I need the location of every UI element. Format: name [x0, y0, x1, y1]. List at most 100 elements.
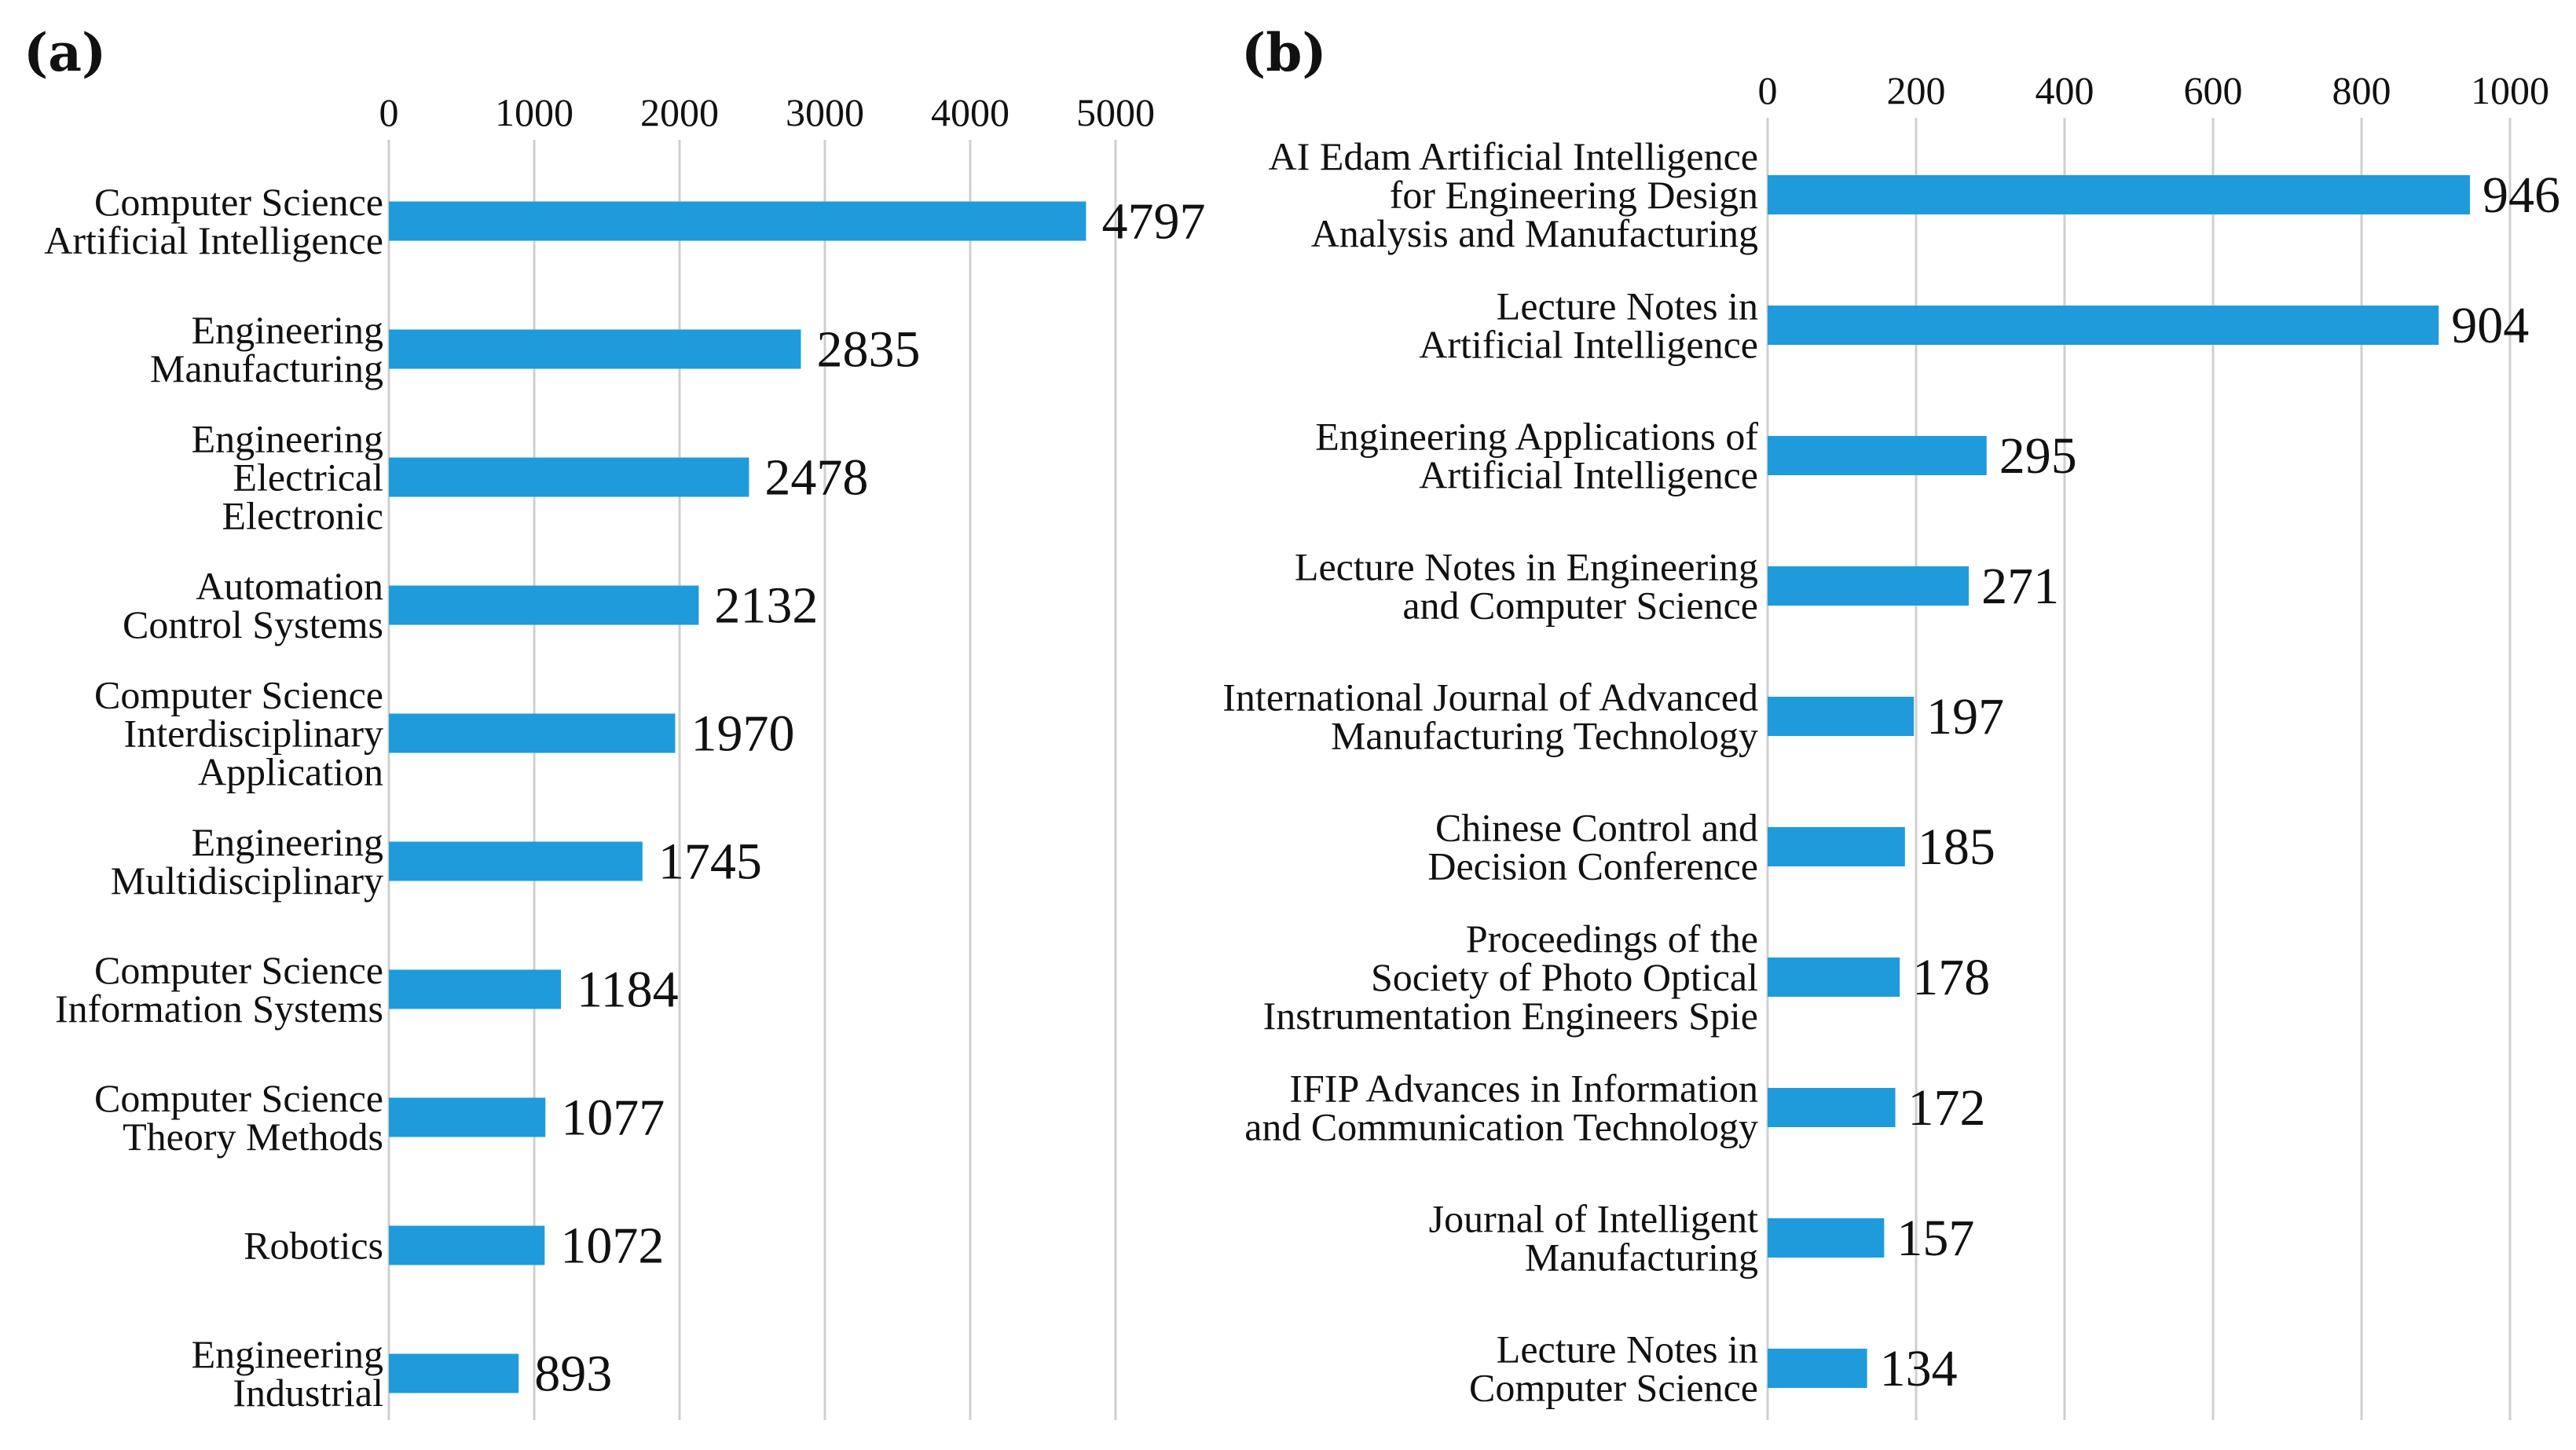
category-label-line: Lecture Notes in — [1497, 1327, 1758, 1371]
category-label: Engineering Applications of Artificial In… — [1315, 415, 1758, 497]
category-label: Lecture Notes in Computer Science — [1469, 1327, 1758, 1410]
bar — [389, 1225, 545, 1265]
category-label: Computer Science Information Systems — [55, 948, 383, 1031]
category-label-line: Analysis and Manufacturing — [1311, 211, 1758, 255]
x-tick-label: 800 — [2332, 68, 2391, 112]
category-label-line: AI Edam Artificial Intelligence — [1269, 134, 1758, 178]
panel-a-label: (a) — [24, 22, 106, 83]
data-label: 197 — [1926, 688, 2004, 745]
category-label-line: Artificial Intelligence — [1419, 323, 1758, 367]
category-label: International Journal of Advanced Manufac… — [1222, 676, 1758, 758]
data-label: 2132 — [714, 577, 818, 635]
category-label-line: Control Systems — [123, 602, 383, 646]
category-label-line: Engineering — [192, 308, 383, 352]
bar — [389, 969, 562, 1009]
category-label-line: Manufacturing — [1525, 1236, 1758, 1280]
category-label-line: Journal of Intelligent — [1429, 1197, 1758, 1241]
bar — [389, 1353, 519, 1393]
category-label: Engineering Manufacturing — [150, 308, 383, 390]
category-label: Lecture Notes in Artificial Intelligence — [1419, 284, 1758, 367]
panel-b-label: (b) — [1241, 22, 1327, 83]
category-label: Robotics — [244, 1224, 383, 1268]
x-tick-label: 0 — [1758, 68, 1778, 112]
data-label: 157 — [1896, 1210, 1974, 1267]
category-label: Computer Science Artificial Intelligence — [44, 180, 383, 262]
category-label-line: Automation — [196, 564, 383, 608]
data-label: 172 — [1908, 1079, 1986, 1137]
bar — [1768, 827, 1905, 866]
category-label-line: Computer Science — [1469, 1366, 1758, 1410]
bar — [1768, 306, 2439, 345]
data-label: 2835 — [816, 321, 920, 379]
category-label: Chinese Control and Decision Conference — [1427, 806, 1758, 888]
bar — [1768, 1349, 1867, 1388]
x-tick-label: 400 — [2036, 68, 2094, 112]
x-tick-label: 1000 — [2471, 68, 2549, 112]
category-label: Proceedings of the Society of Photo Optic… — [1263, 917, 1758, 1038]
x-tick-label: 1000 — [495, 90, 573, 134]
bar — [389, 201, 1086, 241]
data-label: 4797 — [1101, 193, 1205, 251]
category-label-line: IFIP Advances in Information — [1289, 1067, 1758, 1111]
x-tick-label: 5000 — [1076, 90, 1155, 134]
category-label-line: Artificial Intelligence — [1419, 453, 1758, 497]
category-label-line: International Journal of Advanced — [1222, 676, 1758, 720]
category-label-line: Manufacturing Technology — [1331, 714, 1758, 758]
data-label: 1745 — [658, 833, 762, 891]
category-label-line: Industrial — [233, 1371, 383, 1415]
x-tick-label: 3000 — [786, 90, 864, 134]
category-label: Computer Science Theory Methods — [94, 1076, 383, 1159]
category-label: Computer Science Interdisciplinary Applica… — [94, 673, 383, 794]
category-label-line: Chinese Control and — [1435, 806, 1758, 850]
bar — [1768, 1088, 1896, 1127]
category-label-line: Computer Science — [94, 1076, 383, 1120]
bar — [389, 841, 643, 881]
bar — [389, 457, 749, 497]
category-label-line: Society of Photo Optical — [1371, 955, 1758, 999]
category-label-line: Theory Methods — [123, 1115, 383, 1159]
category-label-line: Engineering — [192, 417, 383, 461]
bar — [1768, 697, 1915, 736]
category-label-line: Lecture Notes in Engineering — [1295, 545, 1758, 589]
bar — [1768, 958, 1900, 997]
x-tick-label: 200 — [1887, 68, 1946, 112]
category-label-line: Robotics — [244, 1224, 383, 1268]
data-label: 1072 — [560, 1217, 664, 1275]
bar — [1768, 436, 1987, 475]
data-label: 178 — [1912, 949, 1990, 1006]
data-label: 904 — [2451, 297, 2529, 354]
bar — [389, 585, 699, 625]
data-label: 295 — [1999, 427, 2077, 485]
x-tick-label: 600 — [2184, 68, 2243, 112]
bar — [1768, 175, 2470, 214]
panel-a-bar-chart: (a) 0 1000 2000 3000 4000 5000 4797 Computer Sc… — [24, 22, 1205, 1420]
category-label-line: for Engineering Design — [1390, 173, 1758, 217]
category-label-line: Computer Science — [94, 948, 383, 992]
category-label-line: Artificial Intelligence — [44, 218, 383, 262]
bar — [1768, 566, 1970, 606]
category-label-line: Electronic — [222, 494, 383, 538]
data-label: 893 — [534, 1346, 612, 1403]
data-label: 271 — [1981, 558, 2059, 615]
category-label: Engineering Industrial — [192, 1332, 383, 1415]
category-label-line: Engineering Applications of — [1315, 415, 1758, 459]
data-label: 185 — [1918, 818, 1995, 876]
category-label-line: and Communication Technology — [1244, 1105, 1758, 1149]
x-tick-label: 2000 — [640, 90, 719, 134]
category-label-line: Lecture Notes in — [1497, 284, 1758, 328]
panel-b-bar-chart: (b) 0 200 400 600 800 1000 946 AI Edam Artifici… — [1222, 22, 2560, 1420]
category-label-line: Manufacturing — [150, 346, 383, 390]
category-label: Engineering Electrical Electronic — [192, 417, 383, 538]
category-label-line: and Computer Science — [1402, 584, 1758, 628]
bar — [389, 713, 676, 753]
category-label-line: Instrumentation Engineers Spie — [1263, 994, 1758, 1038]
data-label: 1970 — [691, 705, 794, 763]
category-label-line: Proceedings of the — [1466, 917, 1758, 961]
x-tick-label: 4000 — [931, 90, 1010, 134]
category-label-line: Application — [198, 750, 383, 794]
bar — [389, 1097, 546, 1137]
category-label-line: Interdisciplinary — [124, 712, 383, 756]
x-tick-label: 0 — [379, 90, 399, 134]
category-label: Journal of Intelligent Manufacturing — [1429, 1197, 1758, 1280]
category-label-line: Multidisciplinary — [111, 859, 383, 903]
